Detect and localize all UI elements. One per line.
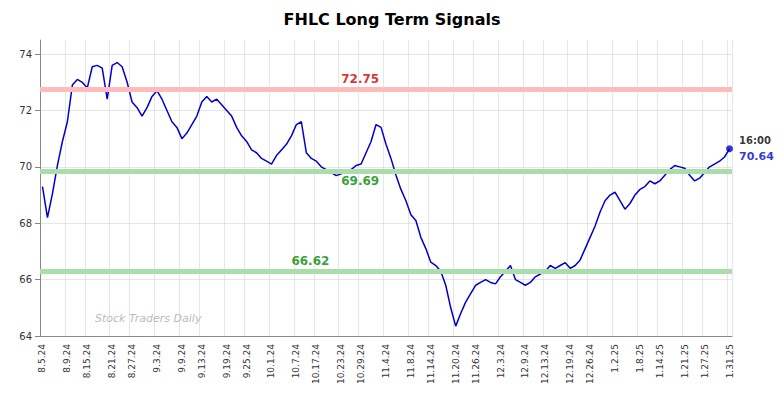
- svg-text:11.20.24: 11.20.24: [451, 344, 461, 384]
- svg-text:68: 68: [19, 218, 32, 229]
- svg-text:10.7.24: 10.7.24: [291, 344, 301, 379]
- svg-text:10.23.24: 10.23.24: [336, 344, 346, 384]
- svg-text:12.13.24: 12.13.24: [540, 344, 550, 384]
- svg-text:66: 66: [19, 274, 32, 285]
- svg-text:11.14.24: 11.14.24: [426, 344, 436, 384]
- svg-text:11.8.24: 11.8.24: [406, 344, 416, 379]
- svg-text:Stock Traders Daily: Stock Traders Daily: [95, 312, 202, 325]
- svg-text:70: 70: [19, 161, 32, 172]
- svg-text:1.8.25: 1.8.25: [635, 344, 645, 373]
- svg-text:11.4.24: 11.4.24: [381, 344, 391, 379]
- svg-text:1.2.25: 1.2.25: [610, 344, 620, 373]
- svg-text:11.26.24: 11.26.24: [471, 344, 481, 384]
- svg-text:9.19.24: 9.19.24: [222, 344, 232, 379]
- svg-text:72: 72: [19, 105, 32, 116]
- svg-text:9.3.24: 9.3.24: [152, 344, 162, 373]
- svg-text:8.21.24: 8.21.24: [107, 344, 117, 379]
- svg-text:FHLC Long Term Signals: FHLC Long Term Signals: [284, 10, 501, 29]
- svg-text:1.27.25: 1.27.25: [700, 344, 710, 378]
- svg-text:12.3.24: 12.3.24: [496, 344, 506, 379]
- svg-text:16:00: 16:00: [739, 135, 771, 146]
- svg-text:12.9.24: 12.9.24: [520, 344, 530, 379]
- svg-text:1.31.25: 1.31.25: [725, 344, 735, 378]
- svg-text:9.9.24: 9.9.24: [177, 344, 187, 373]
- svg-text:69.69: 69.69: [341, 174, 379, 188]
- svg-text:8.9.24: 8.9.24: [62, 344, 72, 373]
- svg-text:10.1.24: 10.1.24: [266, 344, 276, 379]
- svg-text:72.75: 72.75: [341, 72, 379, 86]
- svg-text:66.62: 66.62: [291, 254, 329, 268]
- svg-text:9.13.24: 9.13.24: [197, 344, 207, 379]
- svg-text:1.14.25: 1.14.25: [655, 344, 665, 378]
- svg-text:10.29.24: 10.29.24: [356, 344, 366, 384]
- svg-text:9.25.24: 9.25.24: [242, 344, 252, 379]
- svg-text:1.21.25: 1.21.25: [680, 344, 690, 378]
- svg-text:8.5.24: 8.5.24: [37, 344, 47, 373]
- svg-text:8.15.24: 8.15.24: [82, 344, 92, 379]
- svg-text:64: 64: [19, 331, 32, 342]
- svg-text:8.27.24: 8.27.24: [127, 344, 137, 379]
- svg-text:12.19.24: 12.19.24: [565, 344, 575, 384]
- svg-text:70.64: 70.64: [739, 150, 774, 163]
- svg-text:10.17.24: 10.17.24: [311, 344, 321, 384]
- svg-text:12.26.24: 12.26.24: [585, 344, 595, 384]
- svg-text:74: 74: [19, 49, 32, 60]
